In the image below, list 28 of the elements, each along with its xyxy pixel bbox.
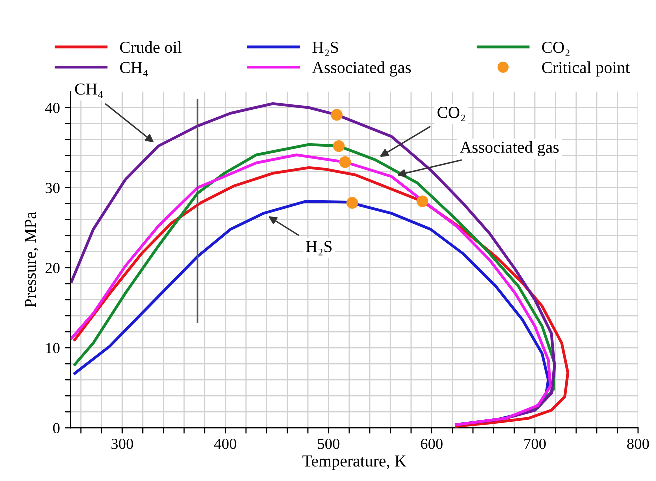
point <box>333 140 345 152</box>
x-tick-label: 700 <box>524 438 546 450</box>
annotation: CO₂ <box>438 107 466 122</box>
legend-label: Associated gas <box>312 62 412 77</box>
x-axis-title: Temperature, K <box>302 456 407 470</box>
y-tick-label: 0 <box>53 423 60 434</box>
y-tick-label: 40 <box>45 103 60 114</box>
y-axis-title: Pressure, MPa <box>25 212 39 308</box>
point <box>416 196 429 208</box>
y-tick-label: 10 <box>46 343 60 354</box>
legend-label: Critical point <box>542 62 630 77</box>
x-tick-label: 800 <box>627 438 650 450</box>
y-tick-label: 20 <box>46 263 60 274</box>
annotation: CH₄ <box>75 84 103 98</box>
legend-label: CO₂ <box>542 42 570 56</box>
x-tick-label: 300 <box>112 438 134 450</box>
legend-label: Crude oil <box>120 41 182 54</box>
point <box>331 109 343 121</box>
y-tick-label: 30 <box>46 183 60 194</box>
point <box>339 156 352 168</box>
annotation: Associated gas <box>460 141 559 157</box>
x-tick-label: 600 <box>421 438 443 450</box>
x-tick-label: 500 <box>318 438 340 450</box>
annotation: H₂S <box>306 241 332 256</box>
point <box>346 197 358 209</box>
legend-label: H₂S <box>312 42 338 56</box>
legend-label: CH₄ <box>120 62 148 77</box>
x-tick-label: 400 <box>214 438 236 450</box>
